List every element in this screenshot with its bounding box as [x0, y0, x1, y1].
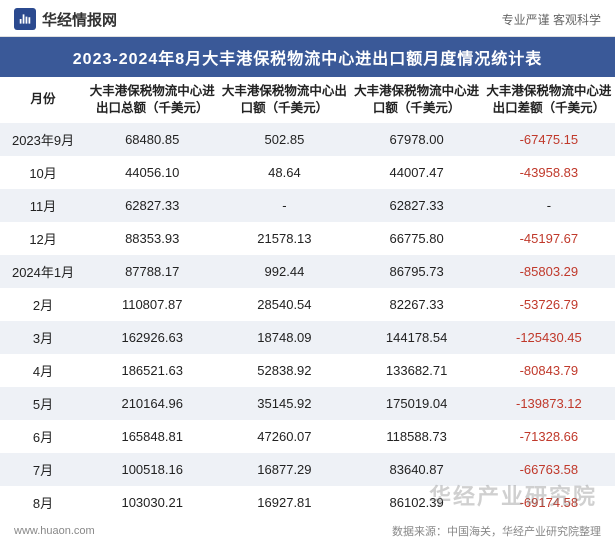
- footer-source: 数据来源：中国海关，华经产业研究院整理: [392, 523, 601, 539]
- table-container: 月份大丰港保税物流中心进出口总额（千美元）大丰港保税物流中心出口额（千美元）大丰…: [0, 77, 615, 519]
- diff-cell: -43958.83: [483, 156, 615, 189]
- footer-site: www.huaon.com: [14, 525, 95, 537]
- brand-logo-icon: [14, 8, 36, 30]
- brand-name: 华经情报网: [42, 9, 117, 30]
- import-cell: 86795.73: [351, 255, 483, 288]
- month-cell: 2月: [0, 288, 86, 321]
- page-header: 华经情报网 专业严谨 客观科学: [0, 0, 615, 37]
- diff-cell: -80843.79: [483, 354, 615, 387]
- total-cell: 88353.93: [86, 222, 218, 255]
- import-cell: 82267.33: [351, 288, 483, 321]
- month-cell: 3月: [0, 321, 86, 354]
- import-cell: 86102.39: [351, 486, 483, 519]
- brand: 华经情报网: [14, 8, 117, 30]
- import-cell: 66775.80: [351, 222, 483, 255]
- import-cell: 118588.73: [351, 420, 483, 453]
- total-cell: 186521.63: [86, 354, 218, 387]
- total-cell: 68480.85: [86, 123, 218, 156]
- month-cell: 5月: [0, 387, 86, 420]
- export-cell: 502.85: [218, 123, 350, 156]
- table-row: 5月210164.9635145.92175019.04-139873.12: [0, 387, 615, 420]
- export-cell: 18748.09: [218, 321, 350, 354]
- month-cell: 12月: [0, 222, 86, 255]
- column-header: 大丰港保税物流中心出口额（千美元）: [218, 77, 350, 123]
- import-cell: 62827.33: [351, 189, 483, 222]
- import-cell: 44007.47: [351, 156, 483, 189]
- column-header: 大丰港保税物流中心进口额（千美元）: [351, 77, 483, 123]
- export-cell: 21578.13: [218, 222, 350, 255]
- month-cell: 8月: [0, 486, 86, 519]
- import-cell: 175019.04: [351, 387, 483, 420]
- month-cell: 11月: [0, 189, 86, 222]
- month-cell: 10月: [0, 156, 86, 189]
- stats-table: 月份大丰港保税物流中心进出口总额（千美元）大丰港保税物流中心出口额（千美元）大丰…: [0, 77, 615, 519]
- table-row: 12月88353.9321578.1366775.80-45197.67: [0, 222, 615, 255]
- diff-cell: -69174.58: [483, 486, 615, 519]
- total-cell: 210164.96: [86, 387, 218, 420]
- table-row: 10月44056.1048.6444007.47-43958.83: [0, 156, 615, 189]
- import-cell: 83640.87: [351, 453, 483, 486]
- diff-cell: -139873.12: [483, 387, 615, 420]
- import-cell: 67978.00: [351, 123, 483, 156]
- column-header: 月份: [0, 77, 86, 123]
- export-cell: 35145.92: [218, 387, 350, 420]
- table-row: 2月110807.8728540.5482267.33-53726.79: [0, 288, 615, 321]
- export-cell: 28540.54: [218, 288, 350, 321]
- table-row: 11月62827.33-62827.33-: [0, 189, 615, 222]
- export-cell: 48.64: [218, 156, 350, 189]
- export-cell: 16927.81: [218, 486, 350, 519]
- diff-cell: -71328.66: [483, 420, 615, 453]
- diff-cell: -: [483, 189, 615, 222]
- month-cell: 4月: [0, 354, 86, 387]
- diff-cell: -67475.15: [483, 123, 615, 156]
- diff-cell: -66763.58: [483, 453, 615, 486]
- month-cell: 6月: [0, 420, 86, 453]
- table-row: 2023年9月68480.85502.8567978.00-67475.15: [0, 123, 615, 156]
- column-header: 大丰港保税物流中心进出口总额（千美元）: [86, 77, 218, 123]
- month-cell: 7月: [0, 453, 86, 486]
- export-cell: -: [218, 189, 350, 222]
- table-row: 2024年1月87788.17992.4486795.73-85803.29: [0, 255, 615, 288]
- column-header: 大丰港保税物流中心进出口差额（千美元）: [483, 77, 615, 123]
- export-cell: 47260.07: [218, 420, 350, 453]
- table-row: 8月103030.2116927.8186102.39-69174.58: [0, 486, 615, 519]
- tagline: 专业严谨 客观科学: [502, 11, 601, 28]
- table-head: 月份大丰港保税物流中心进出口总额（千美元）大丰港保税物流中心出口额（千美元）大丰…: [0, 77, 615, 123]
- total-cell: 162926.63: [86, 321, 218, 354]
- table-row: 7月100518.1616877.2983640.87-66763.58: [0, 453, 615, 486]
- title-bar: 2023-2024年8月大丰港保税物流中心进出口额月度情况统计表: [0, 37, 615, 77]
- table-row: 3月162926.6318748.09144178.54-125430.45: [0, 321, 615, 354]
- total-cell: 87788.17: [86, 255, 218, 288]
- export-cell: 992.44: [218, 255, 350, 288]
- export-cell: 16877.29: [218, 453, 350, 486]
- diff-cell: -125430.45: [483, 321, 615, 354]
- total-cell: 103030.21: [86, 486, 218, 519]
- export-cell: 52838.92: [218, 354, 350, 387]
- page-footer: www.huaon.com 数据来源：中国海关，华经产业研究院整理: [0, 519, 615, 543]
- import-cell: 133682.71: [351, 354, 483, 387]
- month-cell: 2024年1月: [0, 255, 86, 288]
- total-cell: 165848.81: [86, 420, 218, 453]
- total-cell: 110807.87: [86, 288, 218, 321]
- total-cell: 62827.33: [86, 189, 218, 222]
- table-body: 2023年9月68480.85502.8567978.00-67475.1510…: [0, 123, 615, 519]
- diff-cell: -45197.67: [483, 222, 615, 255]
- import-cell: 144178.54: [351, 321, 483, 354]
- total-cell: 44056.10: [86, 156, 218, 189]
- month-cell: 2023年9月: [0, 123, 86, 156]
- total-cell: 100518.16: [86, 453, 218, 486]
- diff-cell: -53726.79: [483, 288, 615, 321]
- diff-cell: -85803.29: [483, 255, 615, 288]
- table-row: 4月186521.6352838.92133682.71-80843.79: [0, 354, 615, 387]
- table-row: 6月165848.8147260.07118588.73-71328.66: [0, 420, 615, 453]
